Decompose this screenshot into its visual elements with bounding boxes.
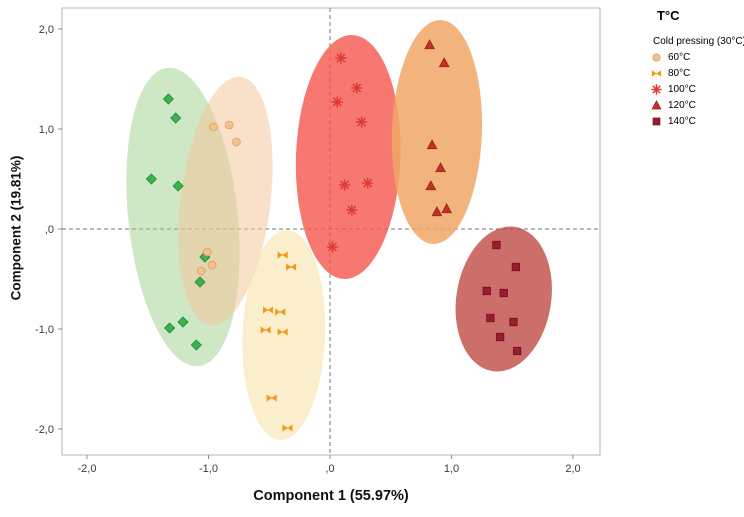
asterisk-marker-icon xyxy=(346,204,358,216)
legend-item-140c: 140°C xyxy=(649,115,744,128)
triangle-marker-icon xyxy=(426,139,438,150)
square-marker-icon xyxy=(652,117,661,126)
triangle-marker-icon xyxy=(651,100,662,110)
bowtie-marker-icon xyxy=(277,251,288,259)
circle-marker-icon xyxy=(232,137,241,147)
legend-item-80c: 80°C xyxy=(649,67,744,80)
bowtie-marker-icon xyxy=(266,394,277,402)
x-axis-label: Component 1 (55.97%) xyxy=(253,488,409,504)
asterisk-marker-icon xyxy=(355,116,368,128)
x-tick-label: -2,0 xyxy=(78,463,97,475)
legend-label: 140°C xyxy=(668,116,696,127)
legend-label: 120°C xyxy=(668,100,696,111)
asterisk-marker-icon xyxy=(350,82,363,94)
square-marker-icon xyxy=(509,317,518,327)
diamond-marker-icon xyxy=(164,322,176,334)
bowtie-marker-icon xyxy=(286,263,297,271)
series-140c xyxy=(482,240,522,356)
y-tick-label: -1,0 xyxy=(35,324,54,336)
diamond-marker-icon xyxy=(170,112,182,124)
legend-item-cold-pressing: Cold pressing (30°C) xyxy=(649,35,744,48)
square-marker-icon xyxy=(492,240,501,250)
legend-label: 80°C xyxy=(668,68,691,79)
legend-circle-icon xyxy=(652,53,661,62)
square-marker-icon xyxy=(499,288,508,298)
triangle-marker-icon xyxy=(424,39,436,50)
circle-marker-icon xyxy=(652,53,661,62)
legend-label: 60°C xyxy=(668,52,691,63)
square-marker-icon xyxy=(512,346,522,356)
circle-marker-icon xyxy=(207,260,217,270)
cluster-ellipse-140c xyxy=(455,226,552,372)
cluster-ellipse-100c xyxy=(295,35,401,279)
bowtie-marker-icon xyxy=(260,326,271,334)
asterisk-marker-icon xyxy=(338,179,351,191)
cluster-ellipse-60c xyxy=(178,76,273,326)
square-marker-icon xyxy=(486,313,495,323)
y-axis-label: Component 2 (19.81%) xyxy=(8,155,24,301)
triangle-marker-icon xyxy=(441,203,453,214)
diamond-marker-icon xyxy=(162,93,174,105)
bowtie-marker-icon xyxy=(277,328,288,336)
y-tick-label: 1,0 xyxy=(39,124,54,136)
bowtie-marker-icon xyxy=(275,308,286,316)
series-100c xyxy=(326,52,374,253)
square-marker-icon xyxy=(495,332,505,342)
diamond-marker-icon xyxy=(145,173,157,185)
legend: T°C Cold pressing (30°C) 60°C 80°C 100°C 120… xyxy=(649,8,744,131)
y-tick-label: 2,0 xyxy=(39,24,54,36)
diamond-marker-icon xyxy=(190,339,202,351)
x-tick-label: -1,0 xyxy=(199,463,218,475)
legend-bowtie-icon xyxy=(651,70,662,77)
asterisk-marker-icon xyxy=(651,84,662,95)
triangle-marker-icon xyxy=(431,206,443,217)
triangle-marker-icon xyxy=(435,162,446,173)
y-tick-label: ,0 xyxy=(45,224,54,236)
diamond-marker-icon xyxy=(177,316,189,328)
asterisk-marker-icon xyxy=(326,241,339,253)
legend-item-100c: 100°C xyxy=(649,83,744,96)
bowtie-marker-icon xyxy=(263,306,274,314)
legend-item-60c: 60°C xyxy=(649,51,744,64)
series-80c xyxy=(260,251,297,432)
diamond-marker-icon xyxy=(172,180,184,192)
legend-asterisk-icon xyxy=(651,84,662,95)
legend-items: Cold pressing (30°C) 60°C 80°C 100°C 120°C 14… xyxy=(649,35,744,128)
circle-marker-icon xyxy=(224,120,234,130)
x-tick-label: 1,0 xyxy=(444,463,459,475)
legend-label: Cold pressing (30°C) xyxy=(653,36,744,47)
asterisk-marker-icon xyxy=(331,96,344,108)
asterisk-marker-icon xyxy=(335,52,347,64)
square-marker-icon xyxy=(482,286,491,296)
square-marker-icon xyxy=(511,262,521,272)
legend-label: 100°C xyxy=(668,84,696,95)
series-cold-pressing xyxy=(145,93,211,351)
triangle-marker-icon xyxy=(425,180,437,191)
cluster-ellipse-80c xyxy=(242,230,326,440)
asterisk-marker-icon xyxy=(361,177,374,189)
series-120c xyxy=(424,39,453,217)
legend-square-icon xyxy=(652,117,661,126)
triangle-marker-icon xyxy=(438,57,450,68)
cluster-ellipse-120c xyxy=(391,20,483,244)
legend-triangle-icon xyxy=(651,100,662,110)
legend-item-120c: 120°C xyxy=(649,99,744,112)
series-60c xyxy=(196,120,241,276)
diamond-marker-icon xyxy=(194,276,206,288)
legend-title: T°C xyxy=(657,8,680,23)
circle-marker-icon xyxy=(209,122,218,132)
x-tick-label: 2,0 xyxy=(565,463,580,475)
circle-marker-icon xyxy=(202,247,212,257)
bowtie-marker-icon xyxy=(651,70,662,77)
y-tick-label: -2,0 xyxy=(35,424,54,436)
x-tick-label: ,0 xyxy=(325,463,334,475)
circle-marker-icon xyxy=(196,266,206,276)
bowtie-marker-icon xyxy=(282,424,293,432)
